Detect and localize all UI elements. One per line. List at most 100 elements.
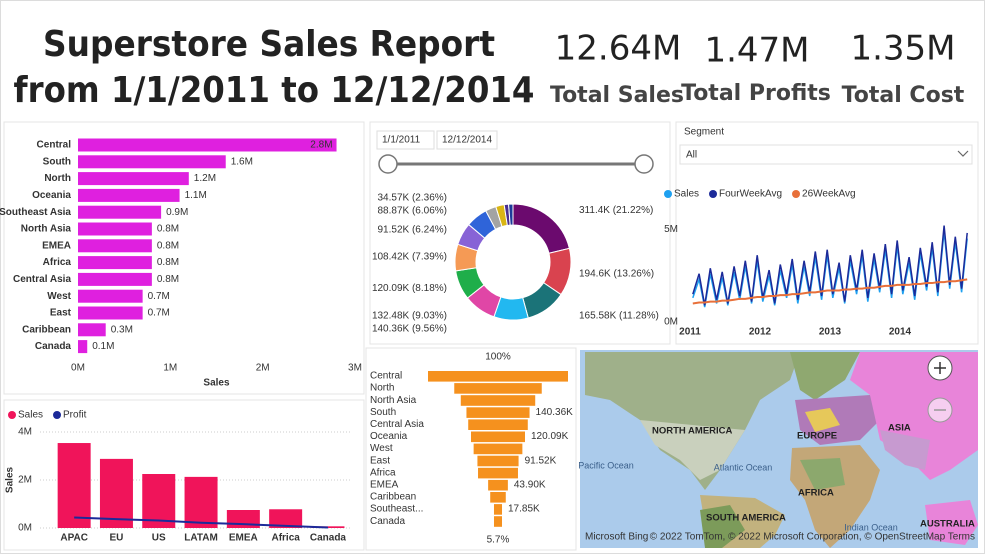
report-title: Superstore Sales Report [43, 24, 495, 65]
land [925, 500, 978, 545]
value-label: 1.1M [185, 190, 207, 201]
legend-label: FourWeekAvg [719, 189, 782, 200]
line-series [692, 225, 968, 306]
zoom-in-icon[interactable] [934, 362, 946, 374]
funnel-bar [473, 443, 523, 455]
report-subtitle: from 1/1/2011 to 12/12/2014 [14, 70, 535, 111]
value-label: 91.52K [525, 455, 557, 466]
data-label: 108.42K (7.39%) [372, 252, 447, 263]
x-tick-label: 2012 [749, 327, 772, 338]
category-label: West [47, 291, 71, 302]
data-label: 140.36K (9.56%) [372, 323, 447, 334]
value-label: 0.8M [157, 224, 179, 235]
value-label: 0.3M [111, 324, 133, 335]
bar [78, 323, 106, 337]
x-tick-label: EU [109, 533, 123, 544]
x-tick-label: US [152, 533, 166, 544]
bar [78, 205, 162, 219]
bar [184, 476, 218, 528]
funnel-bottom-label: 5.7% [487, 535, 510, 546]
funnel-bar [493, 504, 503, 515]
map-copyright: © 2022 TomTom, © 2022 Microsoft Corporat… [650, 532, 975, 543]
value-label: 0.8M [157, 240, 179, 251]
dropdown-value[interactable]: All [686, 150, 697, 161]
funnel-bar [428, 371, 568, 382]
bar [99, 458, 133, 528]
category-label: Caribbean [370, 492, 416, 503]
map-label: SOUTH AMERICA [706, 513, 786, 524]
category-label: EMEA [370, 480, 399, 491]
value-label: 0.8M [157, 274, 179, 285]
bar [269, 509, 303, 528]
slicer-label: Segment [684, 127, 724, 138]
dropdown-chevron[interactable] [957, 150, 969, 157]
funnel-bar [454, 383, 542, 394]
bar [78, 340, 88, 354]
category-label: North Asia [370, 395, 417, 406]
value-label: 17.85K [508, 504, 540, 515]
value-label: 1.2M [194, 173, 216, 184]
bar [78, 172, 189, 186]
x-tick-label: 3M [348, 363, 362, 374]
panel [365, 347, 577, 551]
data-label: 120.09K (8.18%) [372, 283, 447, 294]
funnel-bar [471, 431, 525, 443]
legend-marker [709, 190, 718, 198]
date-end[interactable]: 12/12/2014 [442, 135, 492, 146]
panel [3, 121, 365, 395]
y-axis-title: Sales [5, 466, 16, 493]
land [795, 395, 880, 445]
category-label: Central Asia [370, 419, 424, 430]
slider-handle[interactable] [634, 154, 654, 174]
data-label: 311.4K (21.22%) [579, 205, 653, 216]
bar [78, 155, 226, 169]
funnel-bar [460, 395, 536, 406]
kpi-value: 12.64M [555, 29, 682, 69]
map-ocean-label: Pacific Ocean [578, 460, 634, 470]
category-label: Canada [370, 516, 405, 527]
bar [78, 256, 152, 270]
value-label: 0.8M [157, 257, 179, 268]
x-tick-label: LATAM [184, 533, 218, 544]
bar [78, 138, 337, 152]
map[interactable]: NORTH AMERICA EUROPE ASIA AFRICA SOUTH A… [578, 350, 978, 548]
funnel-bar [493, 516, 503, 527]
land [805, 408, 840, 432]
map-ocean-label: Atlantic Ocean [714, 462, 773, 472]
date-start[interactable]: 1/1/2011 [382, 135, 421, 146]
category-label: Africa [370, 467, 396, 478]
data-label: 88.87K (6.06%) [378, 205, 448, 216]
data-label: 165.58K (11.28%) [579, 310, 659, 321]
slider-handle[interactable] [378, 154, 398, 174]
bar [78, 272, 152, 286]
funnel-bar [490, 492, 506, 503]
data-label: 34.57K (2.36%) [378, 192, 448, 203]
category-label: EMEA [42, 240, 71, 251]
value-label: 0.1M [92, 341, 114, 352]
category-label: East [370, 455, 390, 466]
map-label: AUSTRALIA [920, 519, 975, 530]
bar [78, 289, 143, 303]
legend-marker [792, 190, 801, 198]
land [880, 430, 930, 470]
kpi-value: 1.47M [704, 31, 809, 71]
legend-marker [664, 190, 672, 198]
category-label: Central Asia [13, 274, 71, 285]
date-input[interactable] [436, 130, 498, 150]
category-label: Canada [35, 341, 72, 352]
kpi-label: Total Sales [550, 83, 684, 108]
map-logo: Microsoft Bing [585, 532, 648, 543]
category-label: North [370, 383, 394, 394]
bar [78, 306, 143, 320]
y-tick-label: 4M [18, 427, 32, 438]
x-tick-label: EMEA [229, 533, 258, 544]
data-label: 91.52K (6.24%) [378, 225, 448, 236]
date-input[interactable] [376, 130, 435, 150]
land [640, 420, 745, 480]
legend-label: Sales [18, 410, 43, 421]
x-tick-label: Canada [310, 533, 347, 544]
value-label: 140.36K [536, 407, 574, 418]
x-tick-label: 2013 [819, 327, 842, 338]
dropdown[interactable] [679, 144, 973, 165]
